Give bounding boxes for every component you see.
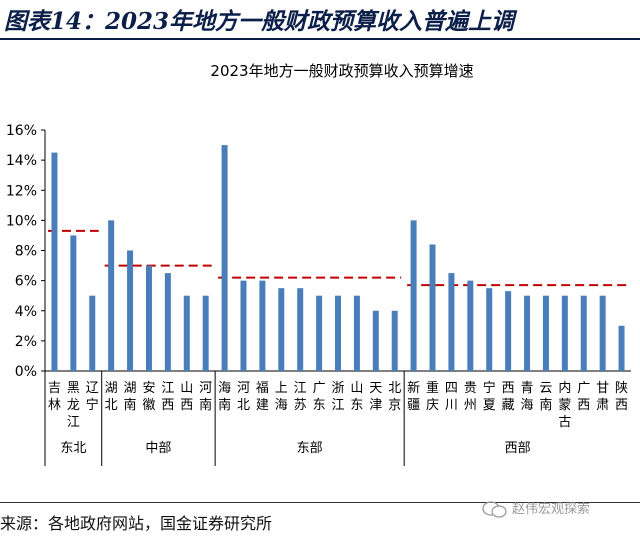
bar-河南 <box>202 295 209 371</box>
bar-北京 <box>391 310 398 371</box>
bar-chart: 2023年地方一般财政预算收入预算增速 0% 2% 4% 6% 8% 10% 12% 14% 1… <box>6 62 631 466</box>
chart-title: 2023年地方一般财政预算收入预算增速 <box>210 62 473 80</box>
bar-上海 <box>278 288 285 371</box>
group-label: 中部 <box>145 441 171 456</box>
y-tick-label: 6% <box>15 274 37 290</box>
y-tick-label: 16% <box>6 123 37 139</box>
x-tick-label: 江西 <box>161 381 174 413</box>
bar-辽宁 <box>89 295 96 371</box>
y-tick-label: 14% <box>6 153 37 169</box>
y-tick-label: 4% <box>15 304 37 320</box>
bar-福建 <box>259 280 266 371</box>
bar-天津 <box>372 310 379 371</box>
x-tick-label: 吉林 <box>48 381 61 413</box>
bar-湖北 <box>108 220 115 371</box>
bar-吉林 <box>51 152 58 371</box>
x-tick-label: 西藏 <box>502 381 515 413</box>
bar-河北 <box>240 280 247 371</box>
y-tick-label: 10% <box>6 213 37 229</box>
title-rule <box>0 38 640 40</box>
chart-category-labels: 吉林黑龙江辽宁湖北湖南安徽江西山西河南海南河北福建上海江苏广东浙江山东天津北京新… <box>48 380 628 456</box>
x-tick-label: 山东 <box>350 381 363 413</box>
bar-江苏 <box>297 288 304 371</box>
x-tick-label: 天津 <box>369 381 382 413</box>
bar-新疆 <box>410 220 417 371</box>
x-tick-label: 浙江 <box>331 381 344 413</box>
x-tick-label: 甘肃 <box>596 381 609 413</box>
bar-四川 <box>448 273 455 371</box>
bar-甘肃 <box>599 295 606 371</box>
x-tick-label: 河南 <box>199 381 212 413</box>
watermark: 赵伟宏观探索 <box>512 502 591 517</box>
bar-安徽 <box>145 265 152 371</box>
y-tick-label: 0% <box>15 364 37 380</box>
bar-云南 <box>542 295 549 371</box>
x-tick-label: 青海 <box>521 381 534 413</box>
x-tick-label: 海南 <box>218 381 231 413</box>
x-tick-label: 山西 <box>180 381 193 413</box>
y-tick-label: 8% <box>15 244 37 260</box>
group-average-lines <box>48 229 628 287</box>
bar-青海 <box>524 295 531 371</box>
x-tick-label: 贵州 <box>464 381 477 413</box>
x-tick-label: 云南 <box>539 381 552 413</box>
x-tick-label: 辽宁 <box>86 381 99 413</box>
y-tick-label: 12% <box>6 183 37 199</box>
x-tick-label: 湖南 <box>124 381 137 413</box>
x-tick-label: 湖北 <box>105 381 118 413</box>
source-note: 来源：各地政府网站，国金证券研究所 <box>0 514 273 533</box>
x-tick-label: 广东 <box>313 381 326 413</box>
chart-axes: 0% 2% 4% 6% 8% 10% 12% 14% 16% <box>6 123 631 466</box>
footer-rule <box>0 502 640 503</box>
chart-bars <box>51 145 625 371</box>
y-tick-label: 2% <box>15 334 37 350</box>
bar-江西 <box>164 273 171 371</box>
group-label: 东部 <box>297 441 323 456</box>
group-label: 东北 <box>60 441 86 456</box>
x-tick-label: 河北 <box>237 381 250 413</box>
wechat-icon <box>482 501 507 518</box>
bar-广东 <box>316 295 323 371</box>
x-tick-label: 广西 <box>577 381 590 413</box>
bar-重庆 <box>429 244 436 371</box>
x-tick-label: 安徽 <box>142 381 155 413</box>
x-tick-label: 重庆 <box>426 380 439 413</box>
bar-西藏 <box>505 291 512 371</box>
x-tick-label: 福建 <box>256 381 269 413</box>
x-tick-label: 上海 <box>275 381 288 413</box>
bar-浙江 <box>335 295 341 371</box>
bar-内蒙古 <box>561 295 568 371</box>
bar-陕西 <box>618 325 625 371</box>
x-tick-label: 内蒙古 <box>558 380 571 430</box>
bar-黑龙江 <box>70 235 77 371</box>
bar-山西 <box>183 295 190 371</box>
bar-宁夏 <box>486 288 493 371</box>
x-tick-label: 黑龙江 <box>67 381 80 430</box>
bar-广西 <box>580 295 587 371</box>
bar-海南 <box>221 145 228 371</box>
x-tick-label: 新疆 <box>407 380 420 413</box>
x-tick-label: 宁夏 <box>483 380 496 413</box>
x-tick-label: 陕西 <box>615 381 628 413</box>
bar-贵州 <box>467 280 474 371</box>
bar-山东 <box>353 295 360 371</box>
group-label: 西部 <box>505 441 531 456</box>
bar-湖南 <box>127 250 134 371</box>
x-tick-label: 四川 <box>445 381 458 413</box>
page-title: 图表14：2023年地方一般财政预算收入普遍上调 <box>4 8 515 35</box>
x-tick-label: 北京 <box>388 381 401 413</box>
x-tick-label: 江苏 <box>294 381 307 413</box>
